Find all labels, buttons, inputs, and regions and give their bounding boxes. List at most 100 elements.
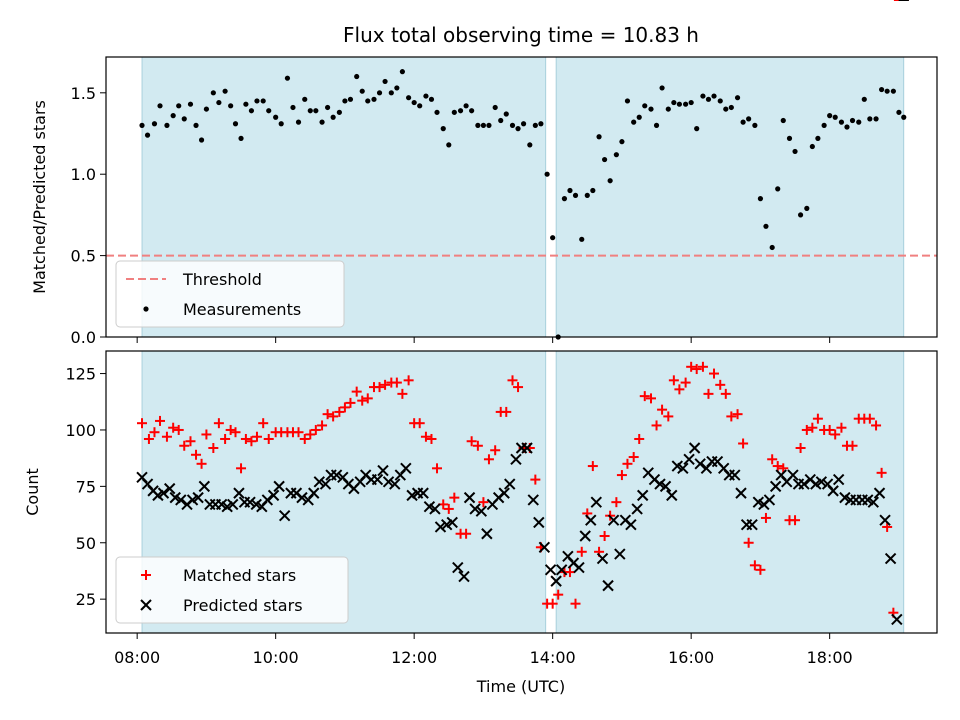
- data-point: [144, 132, 151, 138]
- data-point: [216, 99, 222, 106]
- data-point-b: [694, 458, 706, 470]
- data-point: [213, 418, 224, 429]
- legend-box: [115, 260, 345, 328]
- data-point: [137, 418, 148, 429]
- data-point: [527, 494, 539, 506]
- data-point: [867, 496, 879, 508]
- data-point: [193, 122, 199, 128]
- data-point: [510, 453, 522, 465]
- data-point: [168, 422, 179, 433]
- data-point: [544, 171, 550, 177]
- data-point: [170, 113, 176, 119]
- data-point: [232, 121, 239, 127]
- data-point: [631, 119, 637, 125]
- data-point: [203, 106, 210, 112]
- data-point: [530, 474, 541, 485]
- data-point: [382, 476, 395, 488]
- data-point-b: [250, 498, 262, 511]
- data-point: [449, 492, 460, 503]
- data-point-b: [136, 471, 148, 484]
- data-point-b: [573, 561, 585, 574]
- data-point-b: [821, 478, 834, 490]
- data-point: [305, 429, 316, 440]
- data-point-b: [614, 548, 626, 560]
- data-point: [700, 93, 706, 99]
- data-point: [607, 178, 613, 184]
- data-point: [365, 98, 371, 104]
- data-point-b: [879, 514, 891, 526]
- data-point-b: [400, 462, 412, 475]
- data-point: [310, 424, 321, 435]
- data-point: [625, 519, 637, 531]
- data-point-b: [607, 514, 620, 526]
- data-point-b: [498, 487, 510, 499]
- data-point: [446, 516, 458, 529]
- legend-item: Matched stars: [141, 566, 296, 585]
- data-point: [475, 505, 488, 517]
- data-point-b: [273, 480, 285, 493]
- data-point: [720, 388, 731, 399]
- data-point: [607, 514, 620, 526]
- data-point-b: [463, 491, 476, 504]
- data-point: [703, 388, 714, 399]
- data-point: [374, 382, 385, 393]
- data-point-b: [688, 442, 701, 454]
- data-point: [192, 491, 204, 504]
- data-point: [388, 90, 394, 96]
- data-point: [278, 121, 284, 127]
- data-point-b: [359, 469, 372, 481]
- data-point-b: [233, 487, 245, 499]
- data-point: [486, 122, 492, 128]
- data-point: [157, 103, 163, 109]
- data-point: [359, 88, 365, 94]
- data-point-b: [423, 500, 436, 513]
- data-point: [651, 420, 662, 431]
- data-point: [715, 379, 726, 390]
- data-point-b: [891, 613, 903, 626]
- y-axis-label: Count: [23, 468, 42, 516]
- data-point: [457, 108, 464, 114]
- data-point: [705, 96, 712, 102]
- chart-title: Flux total observing time = 10.83 h: [343, 23, 699, 47]
- data-point: [308, 487, 320, 499]
- data-point: [382, 78, 388, 85]
- data-point: [772, 461, 783, 472]
- data-point-b: [832, 473, 845, 486]
- data-point: [336, 109, 342, 115]
- y-tick-label: 125: [65, 365, 96, 384]
- data-point: [185, 436, 196, 447]
- data-point: [815, 135, 821, 141]
- data-point: [827, 113, 833, 119]
- data-point: [330, 469, 343, 481]
- data-point: [879, 514, 891, 526]
- y-tick-label: 25: [76, 590, 96, 609]
- data-point: [513, 382, 524, 393]
- data-point: [238, 135, 244, 141]
- data-point: [328, 411, 339, 422]
- data-point: [481, 528, 493, 540]
- data-point: [432, 463, 443, 474]
- data-point: [377, 464, 389, 477]
- data-point: [397, 388, 408, 399]
- data-point: [567, 187, 573, 194]
- data-point: [763, 223, 769, 229]
- data-point: [480, 122, 487, 128]
- data-point-b: [538, 541, 551, 553]
- data-point: [391, 377, 402, 388]
- data-point-b: [169, 491, 181, 504]
- data-point: [587, 461, 598, 472]
- data-point-b: [227, 498, 239, 511]
- data-point: [492, 104, 498, 111]
- data-point: [342, 98, 348, 104]
- data-point: [901, 114, 907, 120]
- data-point: [636, 114, 642, 120]
- data-point: [798, 478, 810, 490]
- data-point-b: [787, 469, 799, 481]
- data-point-b: [417, 487, 429, 499]
- data-point: [555, 564, 568, 576]
- legend-label: Measurements: [183, 300, 301, 319]
- data-point: [896, 109, 902, 115]
- data-point: [795, 443, 806, 454]
- data-point-b: [683, 453, 695, 465]
- axes-frame: [105, 350, 938, 634]
